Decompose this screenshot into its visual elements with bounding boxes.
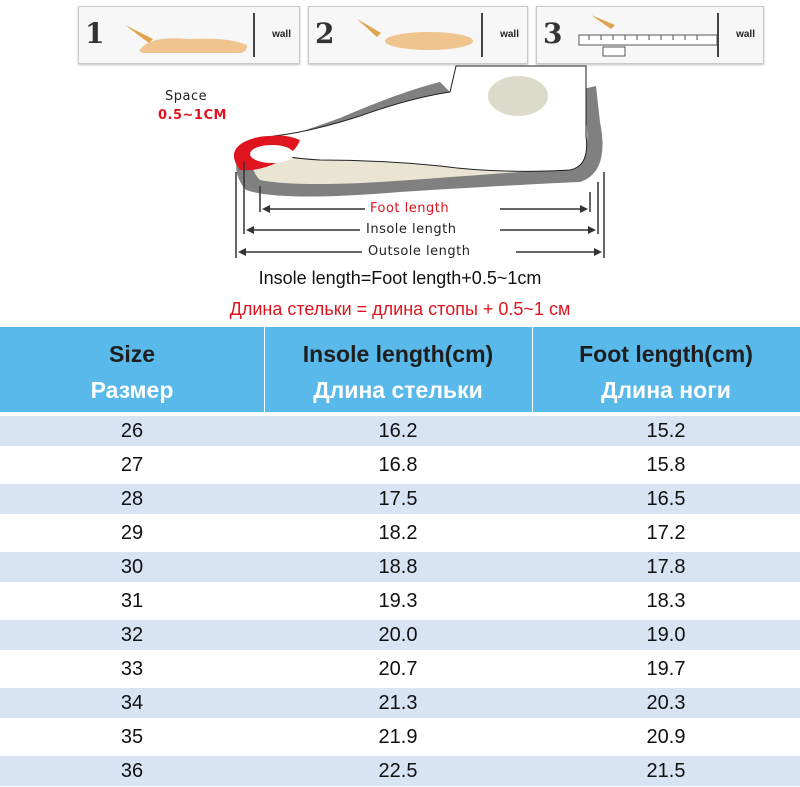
foot-length-cell: 18.3 bbox=[646, 590, 686, 612]
column-divider bbox=[264, 327, 265, 412]
table-row: 32 20.0 19.0 bbox=[0, 620, 800, 650]
header-label-ru: Размер bbox=[90, 377, 174, 403]
shoe-illustration bbox=[233, 65, 605, 258]
insole-length-cell: 17.5 bbox=[378, 488, 418, 510]
insole-length-cell: 22.5 bbox=[378, 760, 418, 782]
table-row: 34 21.3 20.3 bbox=[0, 688, 800, 718]
insole-length-cell: 21.3 bbox=[378, 692, 418, 714]
foot-illustration bbox=[357, 19, 473, 50]
size-cell: 27 bbox=[120, 454, 144, 476]
header-label-ru: Длина стельки bbox=[313, 377, 483, 403]
size-cell: 30 bbox=[120, 556, 144, 578]
foot-length-cell: 15.8 bbox=[646, 454, 686, 476]
table-row: 33 20.7 19.7 bbox=[0, 654, 800, 684]
size-cell: 28 bbox=[120, 488, 144, 510]
formula-english: Insole length=Foot length+0.5~1cm bbox=[258, 268, 542, 288]
insole-length-label: Insole length bbox=[366, 222, 457, 237]
header-foot-length: Foot length(cm) Длина ноги bbox=[532, 327, 800, 412]
step-number: 3 bbox=[543, 17, 563, 50]
table-row: 35 21.9 20.9 bbox=[0, 722, 800, 752]
table-header: Size Размер Insole length(cm) Длина стел… bbox=[0, 327, 800, 412]
step-panel-3: 3 wall bbox=[536, 6, 764, 64]
size-cell: 34 bbox=[120, 692, 144, 714]
size-cell: 36 bbox=[120, 760, 144, 782]
measurement-guide: 1 wall 2 wall 3 bbox=[0, 0, 800, 325]
foot-length-cell: 19.7 bbox=[646, 658, 686, 680]
insole-length-cell: 18.2 bbox=[378, 522, 418, 544]
foot-length-label: Foot length bbox=[370, 201, 450, 216]
insole-length-cell: 18.8 bbox=[378, 556, 418, 578]
wall-line bbox=[253, 13, 255, 57]
insole-length-cell: 20.0 bbox=[378, 624, 418, 646]
foot-length-cell: 20.9 bbox=[646, 726, 686, 748]
size-cell: 26 bbox=[120, 420, 144, 442]
insole-length-cell: 20.7 bbox=[378, 658, 418, 680]
step-number: 1 bbox=[85, 17, 105, 50]
size-cell: 31 bbox=[120, 590, 144, 612]
foot-illustration bbox=[125, 25, 247, 53]
foot-length-cell: 16.5 bbox=[646, 488, 686, 510]
space-value: 0.5~1CM bbox=[158, 108, 227, 123]
size-cell: 35 bbox=[120, 726, 144, 748]
header-label-en: Insole length(cm) bbox=[302, 341, 494, 367]
wall-label: wall bbox=[736, 29, 755, 40]
wall-label: wall bbox=[272, 29, 291, 40]
space-label: Space bbox=[165, 89, 208, 104]
size-cell: 32 bbox=[120, 624, 144, 646]
header-label-en: Foot length(cm) bbox=[579, 341, 753, 367]
header-insole-length: Insole length(cm) Длина стельки bbox=[264, 327, 532, 412]
measurement-steps: 1 wall 2 wall 3 bbox=[78, 6, 764, 64]
wall-line bbox=[481, 13, 483, 57]
insole-length-cell: 16.8 bbox=[378, 454, 418, 476]
size-cell: 33 bbox=[120, 658, 144, 680]
table-row: 28 17.5 16.5 bbox=[0, 484, 800, 514]
insole-length-cell: 21.9 bbox=[378, 726, 418, 748]
ruler-illustration bbox=[578, 15, 717, 57]
wall-label: wall bbox=[500, 29, 519, 40]
column-divider bbox=[532, 327, 533, 412]
formula-russian: Длина стельки = длина стопы + 0.5~1 см bbox=[229, 299, 571, 319]
step-panel-1: 1 wall bbox=[78, 6, 300, 64]
foot-length-cell: 17.8 bbox=[646, 556, 686, 578]
insole-length-cell: 16.2 bbox=[378, 420, 418, 442]
header-size: Size Размер bbox=[0, 327, 264, 412]
table-row: 29 18.2 17.2 bbox=[0, 518, 800, 548]
header-label-ru: Длина ноги bbox=[601, 377, 731, 403]
foot-length-cell: 17.2 bbox=[646, 522, 686, 544]
table-row: 31 19.3 18.3 bbox=[0, 586, 800, 616]
step-panel-2: 2 wall bbox=[308, 6, 528, 64]
foot-length-cell: 20.3 bbox=[646, 692, 686, 714]
foot-length-cell: 21.5 bbox=[646, 760, 686, 782]
table-row: 27 16.8 15.8 bbox=[0, 450, 800, 480]
table-row: 26 16.2 15.2 bbox=[0, 416, 800, 446]
step-number: 2 bbox=[315, 17, 335, 50]
foot-length-cell: 19.0 bbox=[646, 624, 686, 646]
table-row: 30 18.8 17.8 bbox=[0, 552, 800, 582]
size-table: Size Размер Insole length(cm) Длина стел… bbox=[0, 327, 800, 787]
table-row: 36 22.5 21.5 bbox=[0, 756, 800, 786]
header-label-en: Size bbox=[108, 341, 156, 367]
insole-length-cell: 19.3 bbox=[378, 590, 418, 612]
size-cell: 29 bbox=[120, 522, 144, 544]
outsole-length-label: Outsole length bbox=[368, 244, 471, 259]
foot-length-cell: 15.2 bbox=[646, 420, 686, 442]
wall-line bbox=[717, 13, 719, 57]
